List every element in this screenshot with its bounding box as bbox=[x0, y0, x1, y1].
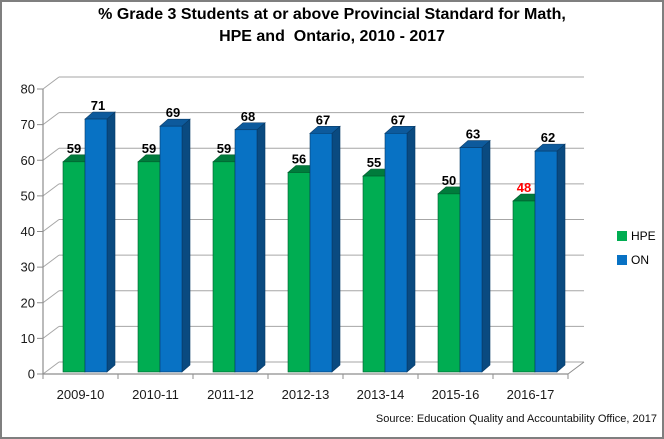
value-label-hpe-2016-17: 48 bbox=[517, 180, 531, 195]
value-label-on-2012-13: 67 bbox=[316, 112, 330, 127]
bar-front-face bbox=[234, 129, 258, 373]
bar-front-face bbox=[534, 150, 558, 373]
depth-line-60 bbox=[42, 147, 60, 161]
bar-front-face bbox=[362, 175, 386, 373]
x-category-label-2012-13: 2012-13 bbox=[282, 387, 330, 402]
bar-front-face bbox=[84, 118, 108, 373]
value-label-on-2009-10: 71 bbox=[91, 98, 105, 113]
bar-front-face bbox=[384, 133, 408, 373]
value-label-on-2013-14: 67 bbox=[391, 112, 405, 127]
value-label-hpe-2011-12: 59 bbox=[217, 141, 231, 156]
bar-front-face bbox=[212, 161, 236, 373]
bar-on-2013-14[interactable] bbox=[384, 125, 416, 373]
y-tick-label-20: 20 bbox=[21, 295, 35, 310]
value-label-hpe-2015-16: 50 bbox=[442, 173, 456, 188]
bar-side-face bbox=[256, 122, 266, 373]
y-tick-label-60: 60 bbox=[21, 153, 35, 168]
bar-front-face bbox=[459, 147, 483, 373]
bar-side-face bbox=[331, 125, 341, 373]
source-note: Source: Education Quality and Accountabi… bbox=[375, 413, 657, 425]
legend-item-hpe[interactable]: HPE bbox=[617, 229, 656, 243]
bar-on-2010-11[interactable] bbox=[159, 118, 191, 373]
bar-front-face bbox=[62, 161, 86, 373]
bar-side-face bbox=[556, 143, 566, 373]
bar-front-face bbox=[437, 193, 461, 373]
legend-item-on[interactable]: ON bbox=[617, 253, 656, 267]
y-tick-label-50: 50 bbox=[21, 188, 35, 203]
hpe-legend-label: HPE bbox=[631, 229, 656, 243]
bar-front-face bbox=[137, 161, 161, 373]
value-label-on-2015-16: 63 bbox=[466, 127, 480, 142]
chart-title-line1: % Grade 3 Students at or above Provincia… bbox=[98, 6, 566, 23]
bar-front-face bbox=[159, 125, 183, 373]
value-label-on-2016-17: 62 bbox=[541, 130, 555, 145]
depth-line-70 bbox=[42, 112, 60, 126]
bar-front-face bbox=[309, 133, 333, 373]
depth-line-20 bbox=[42, 290, 60, 304]
depth-line-40 bbox=[42, 219, 60, 232]
bar-on-2011-12[interactable] bbox=[234, 122, 266, 373]
bar-side-face bbox=[106, 111, 116, 373]
y-tick-label-70: 70 bbox=[21, 117, 35, 132]
hpe-legend-swatch-icon bbox=[617, 231, 627, 241]
y-tick-label-0: 0 bbox=[28, 367, 35, 382]
floor-right-edge bbox=[567, 361, 585, 375]
value-label-on-2011-12: 68 bbox=[241, 109, 255, 124]
y-tick-label-80: 80 bbox=[21, 82, 35, 97]
on-legend-swatch-icon bbox=[617, 255, 627, 265]
depth-line-50 bbox=[42, 183, 60, 197]
bar-on-2009-10[interactable] bbox=[84, 111, 116, 373]
bar-side-face bbox=[481, 139, 491, 373]
x-category-label-2015-16: 2015-16 bbox=[432, 387, 480, 402]
x-category-label-2009-10: 2009-10 bbox=[57, 387, 105, 402]
bar-on-2016-17[interactable] bbox=[534, 143, 566, 373]
bar-front-face bbox=[287, 172, 311, 373]
bar-front-face bbox=[512, 200, 536, 373]
bar-side-face bbox=[181, 118, 191, 373]
y-tick-label-40: 40 bbox=[21, 224, 35, 239]
y-tick-label-30: 30 bbox=[21, 260, 35, 275]
value-label-on-2010-11: 69 bbox=[166, 105, 180, 120]
on-legend-label: ON bbox=[631, 253, 649, 267]
x-category-label-2010-11: 2010-11 bbox=[132, 387, 179, 402]
y-tick-label-10: 10 bbox=[21, 331, 35, 346]
value-label-hpe-2013-14: 55 bbox=[367, 155, 381, 170]
chart-title: % Grade 3 Students at or above Provincia… bbox=[0, 4, 664, 48]
value-label-hpe-2012-13: 56 bbox=[292, 152, 306, 167]
depth-line-0 bbox=[42, 361, 60, 375]
depth-line-80 bbox=[42, 76, 60, 90]
value-label-hpe-2010-11: 59 bbox=[142, 141, 156, 156]
chart-title-line2: HPE and Ontario, 2010 - 2017 bbox=[219, 28, 445, 45]
x-category-label-2011-12: 2011-12 bbox=[207, 387, 254, 402]
x-category-label-2013-14: 2013-14 bbox=[357, 387, 405, 402]
bar-on-2015-16[interactable] bbox=[459, 139, 491, 373]
legend: HPE ON bbox=[617, 229, 656, 267]
depth-line-10 bbox=[42, 325, 60, 339]
depth-line-30 bbox=[42, 254, 60, 268]
bar-side-face bbox=[406, 125, 416, 373]
x-category-label-2016-17: 2016-17 bbox=[507, 387, 555, 402]
value-label-hpe-2009-10: 59 bbox=[67, 141, 81, 156]
bar-on-2012-13[interactable] bbox=[309, 125, 341, 373]
